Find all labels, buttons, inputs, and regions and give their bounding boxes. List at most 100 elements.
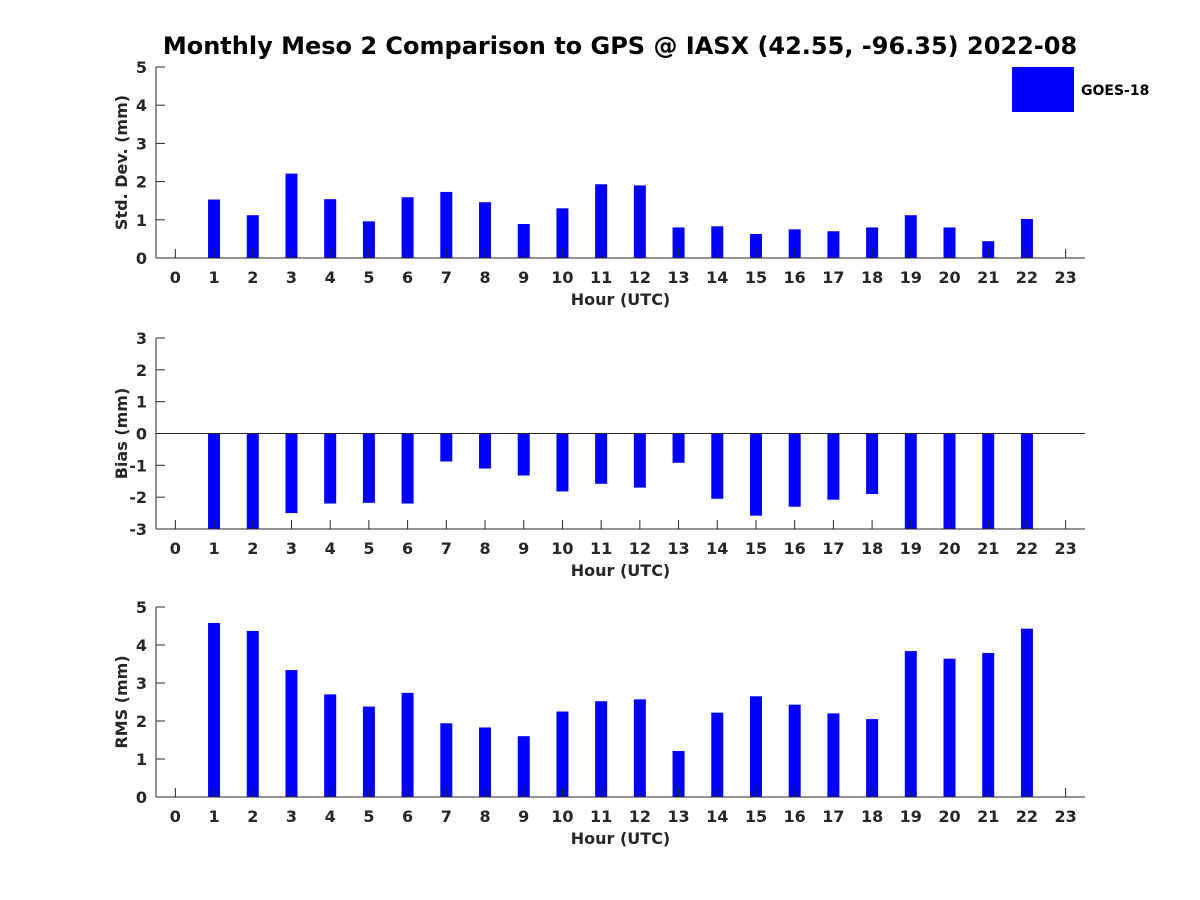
x-tick-label: 21 (977, 539, 999, 558)
x-tick-label: 17 (822, 539, 844, 558)
x-tick-label: 8 (479, 807, 490, 826)
y-axis-label: RMS (mm) (112, 655, 131, 748)
bar-bias-hour-1 (208, 433, 221, 529)
bar-rms-hour-4 (324, 694, 337, 797)
x-tick-label: 21 (977, 807, 999, 826)
x-tick-label: 11 (590, 539, 612, 558)
x-tick-label: 15 (745, 539, 767, 558)
x-tick-label: 11 (590, 807, 612, 826)
x-tick-label: 8 (479, 268, 490, 287)
bar-std-hour-18 (866, 227, 879, 258)
x-tick-label: 1 (208, 268, 219, 287)
x-tick-label: 4 (325, 539, 336, 558)
x-tick-label: 22 (1016, 807, 1038, 826)
y-tick-label: 2 (136, 361, 147, 380)
x-tick-label: 6 (402, 268, 413, 287)
y-tick-label: 3 (136, 674, 147, 693)
bar-rms-hour-6 (401, 692, 414, 797)
y-tick-label: 0 (136, 425, 147, 444)
x-tick-label: 5 (363, 268, 374, 287)
x-tick-label: 0 (170, 268, 181, 287)
x-tick-label: 15 (745, 807, 767, 826)
x-tick-label: 17 (822, 268, 844, 287)
bar-rms-hour-5 (362, 706, 375, 797)
legend: GOES-18 (1012, 67, 1149, 112)
bias-panel: 0 1 2 3 4 5 6 7 8 9 10 11 12 13 14 15 16 17 18 19 20 21 22 23-3… (112, 329, 1085, 580)
x-tick-label: 16 (784, 268, 806, 287)
bar-std-hour-1 (208, 199, 221, 258)
x-axis-label: Hour (UTC) (571, 561, 671, 580)
bar-std-hour-9 (517, 224, 530, 258)
x-tick-label: 12 (629, 539, 651, 558)
y-tick-label: -1 (129, 456, 147, 475)
x-tick-label: 20 (938, 807, 960, 826)
x-tick-label: 1 (208, 539, 219, 558)
bar-std-hour-14 (711, 226, 724, 258)
x-tick-label: 20 (938, 268, 960, 287)
x-tick-label: 18 (861, 539, 883, 558)
bar-bias-hour-18 (866, 433, 879, 494)
bar-rms-hour-8 (479, 727, 492, 797)
y-tick-label: 1 (136, 393, 147, 412)
bar-bias-hour-13 (672, 433, 685, 463)
x-tick-label: 9 (518, 268, 529, 287)
bar-rms-hour-1 (208, 622, 221, 797)
x-tick-label: 17 (822, 807, 844, 826)
x-tick-label: 12 (629, 807, 651, 826)
bar-bias-hour-19 (904, 433, 917, 529)
bar-rms-hour-19 (904, 651, 917, 797)
y-tick-label: 0 (136, 788, 147, 807)
bar-std-hour-6 (401, 197, 414, 258)
bar-bias-hour-2 (246, 433, 259, 529)
x-tick-label: 3 (286, 807, 297, 826)
x-tick-label: 2 (247, 807, 258, 826)
bar-std-hour-15 (749, 233, 762, 258)
x-tick-label: 23 (1055, 268, 1077, 287)
x-tick-label: 0 (170, 539, 181, 558)
bar-rms-hour-21 (982, 652, 995, 797)
x-tick-label: 19 (900, 807, 922, 826)
y-tick-label: -3 (129, 520, 147, 539)
x-tick-label: 23 (1055, 539, 1077, 558)
x-tick-label: 13 (667, 539, 689, 558)
y-tick-label: 2 (136, 712, 147, 731)
x-tick-label: 2 (247, 268, 258, 287)
y-tick-label: 4 (136, 96, 147, 115)
x-tick-label: 9 (518, 539, 529, 558)
bar-bias-hour-14 (711, 433, 724, 499)
bar-rms-hour-2 (246, 630, 259, 797)
y-tick-label: 2 (136, 173, 147, 192)
bar-bias-hour-11 (595, 433, 608, 484)
y-tick-label: 5 (136, 58, 147, 77)
bar-std-hour-3 (285, 173, 298, 258)
bar-bias-hour-5 (362, 433, 375, 503)
x-tick-label: 21 (977, 268, 999, 287)
std-dev-panel: 0 1 2 3 4 5 6 7 8 9 10 11 12 13 14 15 16 17 18 19 20 21 22 2301… (112, 58, 1085, 309)
bar-bias-hour-15 (749, 433, 762, 516)
bar-bias-hour-8 (479, 433, 492, 469)
bar-std-hour-2 (246, 215, 259, 258)
bar-bias-hour-12 (633, 433, 646, 488)
bar-bias-hour-3 (285, 433, 298, 514)
x-tick-label: 14 (706, 268, 728, 287)
bar-rms-hour-11 (595, 701, 608, 797)
bar-std-hour-5 (362, 221, 375, 258)
x-tick-label: 14 (706, 807, 728, 826)
x-tick-label: 1 (208, 807, 219, 826)
bar-rms-hour-3 (285, 670, 298, 797)
bar-std-hour-11 (595, 184, 608, 258)
bar-bias-hour-6 (401, 433, 414, 504)
x-tick-label: 22 (1016, 539, 1038, 558)
x-tick-label: 10 (551, 807, 573, 826)
x-tick-label: 7 (441, 268, 452, 287)
y-tick-label: 4 (136, 636, 147, 655)
bar-rms-hour-22 (1020, 628, 1033, 797)
x-tick-label: 9 (518, 807, 529, 826)
bar-std-hour-4 (324, 199, 337, 258)
y-tick-label: 3 (136, 329, 147, 348)
bar-rms-hour-16 (788, 704, 801, 797)
x-tick-label: 16 (784, 539, 806, 558)
x-tick-label: 0 (170, 807, 181, 826)
bar-rms-hour-12 (633, 699, 646, 797)
